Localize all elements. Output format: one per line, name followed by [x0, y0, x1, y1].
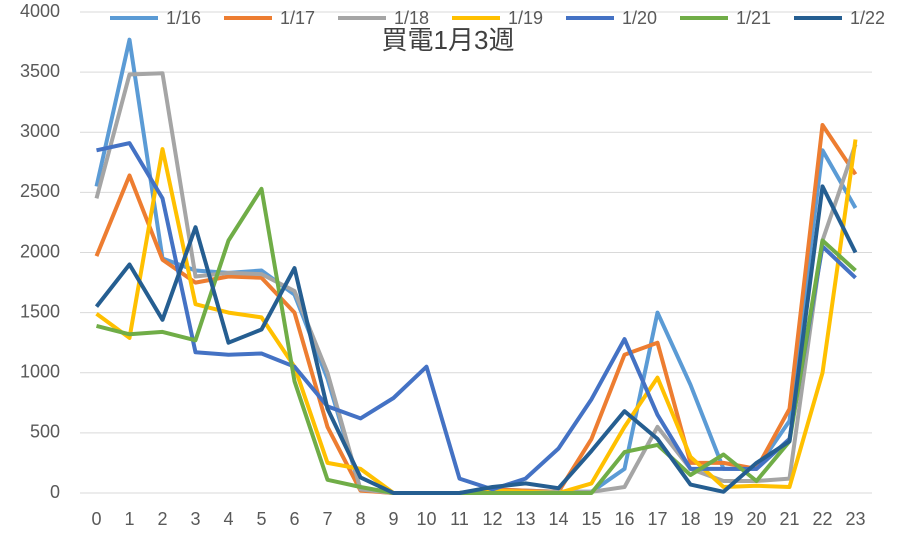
x-tick-label: 4	[223, 509, 233, 529]
grid	[80, 11, 872, 494]
series-line	[96, 141, 857, 492]
x-tick-label: 3	[190, 509, 200, 529]
x-tick-label: 12	[482, 509, 502, 529]
x-tick-label: 2	[157, 509, 167, 529]
x-tick-label: 8	[355, 509, 365, 529]
x-tick-label: 20	[746, 509, 766, 529]
x-tick-label: 16	[614, 509, 634, 529]
x-tick-label: 1	[124, 509, 134, 529]
x-tick-label: 11	[450, 509, 469, 529]
x-tick-label: 6	[289, 509, 299, 529]
series-line	[94, 184, 858, 495]
y-tick-label: 1000	[20, 362, 60, 382]
y-tick-label: 3000	[20, 121, 60, 141]
y-tick-label: 1500	[20, 301, 60, 321]
x-tick-label: 15	[581, 509, 601, 529]
x-tick-label: 9	[388, 509, 398, 529]
legend-label: 1/20	[622, 8, 657, 28]
x-tick-label: 17	[647, 509, 667, 529]
x-tick-label: 22	[812, 509, 832, 529]
chart-title: 買電1月3週	[382, 25, 515, 55]
x-tick-label: 14	[548, 509, 568, 529]
legend-label: 1/21	[736, 8, 771, 28]
x-tick-label: 21	[779, 509, 799, 529]
x-tick-label: 23	[845, 509, 865, 529]
series-line	[94, 37, 858, 495]
y-tick-label: 2000	[20, 241, 60, 261]
legend-label: 1/22	[850, 8, 885, 28]
legend-label: 1/19	[508, 8, 543, 28]
legend-label: 1/18	[394, 8, 429, 28]
y-tick-label: 500	[30, 422, 60, 442]
y-tick-label: 0	[50, 482, 60, 502]
x-tick-label: 7	[322, 509, 332, 529]
x-tick-label: 19	[713, 509, 733, 529]
x-tick-label: 5	[256, 509, 266, 529]
y-tick-label: 4000	[20, 1, 60, 21]
series-line	[96, 186, 857, 495]
y-tick-label: 2500	[20, 181, 60, 201]
x-tick-label: 10	[416, 509, 436, 529]
x-tick-label: 18	[680, 509, 700, 529]
y-tick-label: 3500	[20, 61, 60, 81]
legend-label: 1/17	[280, 8, 315, 28]
x-tick-label: 13	[515, 509, 535, 529]
legend-label: 1/16	[166, 8, 201, 28]
x-tick-label: 0	[91, 509, 101, 529]
